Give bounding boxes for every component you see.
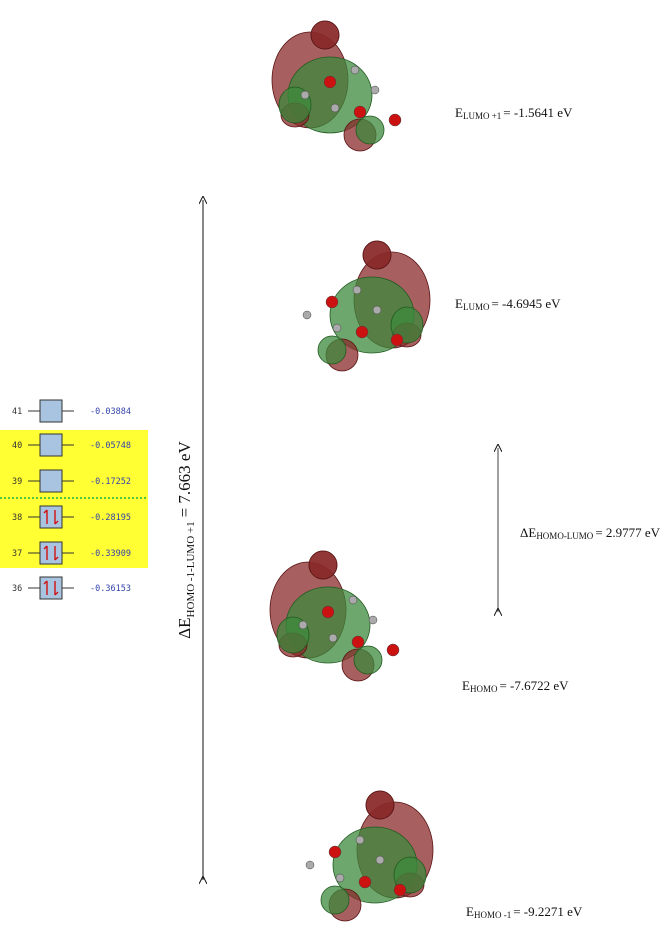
atom bbox=[301, 91, 309, 99]
subscript: HOMO bbox=[470, 684, 498, 694]
level-number: 37 bbox=[12, 549, 22, 559]
value: = -9.2271 eV bbox=[513, 904, 583, 919]
atom bbox=[322, 606, 334, 618]
orbital-energy-label: ELUMO= -4.6945 eV bbox=[455, 296, 561, 312]
atom bbox=[326, 296, 338, 308]
atom bbox=[352, 636, 364, 648]
level-energy: -0.05748 bbox=[90, 441, 131, 451]
atom bbox=[391, 334, 403, 346]
atom bbox=[349, 596, 357, 604]
atom bbox=[394, 884, 406, 896]
figure: ΔEHOMO -1-LUMO +1= 7.663 eV ΔEHOMO-LUMO=… bbox=[0, 0, 665, 948]
subscript: LUMO +1 bbox=[463, 111, 501, 121]
atom bbox=[329, 846, 341, 858]
atom bbox=[351, 66, 359, 74]
orbital-energy-label: EHOMO= -7.6722 eV bbox=[462, 678, 569, 694]
level-box bbox=[40, 542, 62, 564]
symbol: E bbox=[466, 904, 474, 919]
level-number: 38 bbox=[12, 513, 22, 523]
atom bbox=[336, 874, 344, 882]
symbol: E bbox=[462, 678, 470, 693]
level-energy: -0.17252 bbox=[90, 477, 131, 487]
atom bbox=[371, 86, 379, 94]
orbital-energy-label: EHOMO -1= -9.2271 eV bbox=[466, 904, 583, 920]
lobe bbox=[311, 21, 339, 49]
atom bbox=[356, 836, 364, 844]
big-gap-label: ΔEHOMO -1-LUMO +1 = 7.663 eV bbox=[175, 441, 197, 639]
lobe bbox=[363, 241, 391, 269]
value: = 2.9777 eV bbox=[595, 525, 660, 540]
level-energy: -0.33909 bbox=[90, 549, 131, 559]
atom bbox=[376, 856, 384, 864]
subscript: LUMO bbox=[463, 302, 490, 312]
symbol: ΔE bbox=[175, 617, 194, 638]
lobe bbox=[366, 791, 394, 819]
subscript: HOMO -1 bbox=[474, 910, 511, 920]
atom bbox=[333, 324, 341, 332]
atom bbox=[359, 876, 371, 888]
symbol: E bbox=[455, 296, 463, 311]
value: = 7.663 eV bbox=[175, 441, 194, 518]
orbital-isosurface bbox=[272, 21, 401, 151]
level-number: 41 bbox=[12, 407, 22, 417]
atom bbox=[354, 106, 366, 118]
orbital-energy-label: ELUMO +1= -1.5641 eV bbox=[455, 105, 573, 121]
atom bbox=[389, 114, 401, 126]
subscript: HOMO-LUMO bbox=[536, 531, 593, 541]
value: = -1.5641 eV bbox=[503, 105, 573, 120]
subscript: HOMO -1-LUMO +1 bbox=[185, 521, 197, 617]
lobe bbox=[321, 886, 349, 914]
atom bbox=[299, 621, 307, 629]
lobe bbox=[318, 336, 346, 364]
level-box bbox=[40, 506, 62, 528]
orbital-isosurface bbox=[303, 241, 430, 371]
orbital-isosurface bbox=[270, 551, 399, 681]
lobe bbox=[356, 116, 384, 144]
atom bbox=[373, 306, 381, 314]
value: = -7.6722 eV bbox=[499, 678, 569, 693]
level-energy: -0.28195 bbox=[90, 513, 131, 523]
level-box bbox=[40, 577, 62, 599]
atom bbox=[329, 634, 337, 642]
level-number: 39 bbox=[12, 477, 22, 487]
small-gap-label: ΔEHOMO-LUMO= 2.9777 eV bbox=[520, 525, 661, 541]
level-number: 36 bbox=[12, 584, 22, 594]
value: = -4.6945 eV bbox=[491, 296, 561, 311]
symbol: E bbox=[455, 105, 463, 120]
atom bbox=[306, 861, 314, 869]
level-energy: -0.03884 bbox=[90, 407, 131, 417]
level-box bbox=[40, 434, 62, 456]
atom bbox=[387, 644, 399, 656]
level-energy: -0.36153 bbox=[90, 584, 131, 594]
atom bbox=[303, 311, 311, 319]
level-box bbox=[40, 470, 62, 492]
symbol: ΔE bbox=[520, 525, 536, 540]
atom bbox=[331, 104, 339, 112]
lobe bbox=[309, 551, 337, 579]
orbital-isosurface bbox=[306, 791, 433, 921]
lobe bbox=[354, 646, 382, 674]
level-box bbox=[40, 400, 62, 422]
atom bbox=[353, 286, 361, 294]
level-number: 40 bbox=[12, 441, 22, 451]
atom bbox=[356, 326, 368, 338]
atom bbox=[324, 76, 336, 88]
atom bbox=[369, 616, 377, 624]
